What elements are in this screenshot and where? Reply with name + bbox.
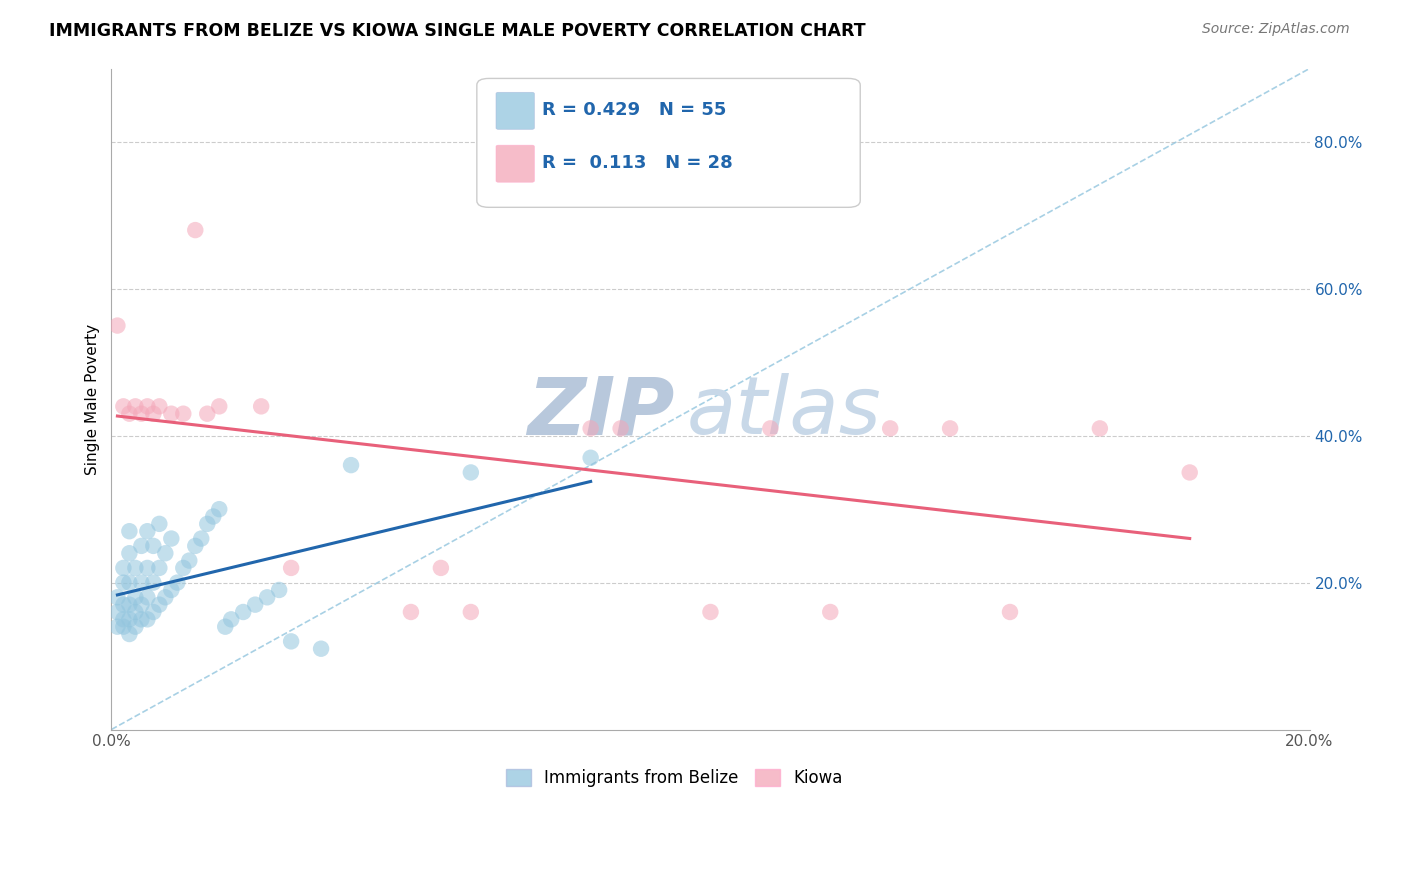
FancyBboxPatch shape — [496, 92, 534, 129]
Text: ZIP: ZIP — [527, 373, 675, 451]
FancyBboxPatch shape — [496, 145, 534, 182]
Point — [118, 598, 141, 612]
Point — [142, 539, 165, 553]
Point — [148, 400, 170, 414]
Point — [1178, 466, 1201, 480]
Point — [136, 591, 159, 605]
Point — [399, 605, 422, 619]
Point — [179, 553, 201, 567]
Text: Source: ZipAtlas.com: Source: ZipAtlas.com — [1202, 22, 1350, 37]
Point — [118, 612, 141, 626]
Point — [155, 546, 177, 560]
Point — [124, 561, 146, 575]
Point — [148, 516, 170, 531]
Point — [124, 605, 146, 619]
Point — [160, 582, 183, 597]
Point — [131, 407, 153, 421]
Point — [430, 561, 453, 575]
Point — [112, 575, 135, 590]
Point — [118, 524, 141, 539]
Point — [280, 634, 302, 648]
Text: R =  0.113   N = 28: R = 0.113 N = 28 — [541, 154, 733, 172]
Point — [107, 318, 129, 333]
Point — [124, 400, 146, 414]
Point — [1088, 421, 1111, 435]
Point — [142, 407, 165, 421]
Point — [250, 400, 273, 414]
Point — [232, 605, 254, 619]
Point — [131, 539, 153, 553]
Point — [160, 532, 183, 546]
Point — [160, 407, 183, 421]
Point — [243, 598, 266, 612]
Point — [998, 605, 1021, 619]
Point — [148, 561, 170, 575]
Point — [112, 598, 135, 612]
Point — [148, 598, 170, 612]
Point — [460, 605, 482, 619]
Point — [131, 575, 153, 590]
Point — [184, 539, 207, 553]
Point — [107, 620, 129, 634]
Point — [136, 612, 159, 626]
Point — [136, 400, 159, 414]
Point — [136, 524, 159, 539]
Point — [256, 591, 278, 605]
Point — [107, 591, 129, 605]
Point — [195, 516, 218, 531]
Text: R = 0.429   N = 55: R = 0.429 N = 55 — [541, 101, 725, 120]
Point — [112, 620, 135, 634]
Point — [155, 591, 177, 605]
Point — [112, 400, 135, 414]
FancyBboxPatch shape — [477, 78, 860, 207]
Point — [340, 458, 363, 472]
Point — [184, 223, 207, 237]
Point — [820, 605, 842, 619]
Point — [118, 546, 141, 560]
Text: atlas: atlas — [686, 373, 882, 451]
Point — [136, 561, 159, 575]
Point — [214, 620, 236, 634]
Point — [142, 575, 165, 590]
Y-axis label: Single Male Poverty: Single Male Poverty — [86, 324, 100, 475]
Point — [124, 591, 146, 605]
Point — [142, 605, 165, 619]
Point — [131, 598, 153, 612]
Point — [309, 641, 332, 656]
Point — [172, 407, 194, 421]
Point — [219, 612, 242, 626]
Point — [118, 575, 141, 590]
Point — [269, 582, 291, 597]
Point — [579, 421, 602, 435]
Point — [879, 421, 901, 435]
Point — [609, 421, 631, 435]
Point — [280, 561, 302, 575]
Point — [759, 421, 782, 435]
Point — [208, 502, 231, 516]
Point — [112, 561, 135, 575]
Point — [939, 421, 962, 435]
Point — [172, 561, 194, 575]
Text: IMMIGRANTS FROM BELIZE VS KIOWA SINGLE MALE POVERTY CORRELATION CHART: IMMIGRANTS FROM BELIZE VS KIOWA SINGLE M… — [49, 22, 866, 40]
Point — [124, 620, 146, 634]
Point — [460, 466, 482, 480]
Point — [118, 627, 141, 641]
Point — [579, 450, 602, 465]
Point — [107, 605, 129, 619]
Point — [131, 612, 153, 626]
Point — [208, 400, 231, 414]
Point — [699, 605, 721, 619]
Legend: Immigrants from Belize, Kiowa: Immigrants from Belize, Kiowa — [499, 763, 849, 794]
Point — [195, 407, 218, 421]
Point — [118, 407, 141, 421]
Point — [202, 509, 225, 524]
Point — [190, 532, 212, 546]
Point — [112, 612, 135, 626]
Point — [166, 575, 188, 590]
